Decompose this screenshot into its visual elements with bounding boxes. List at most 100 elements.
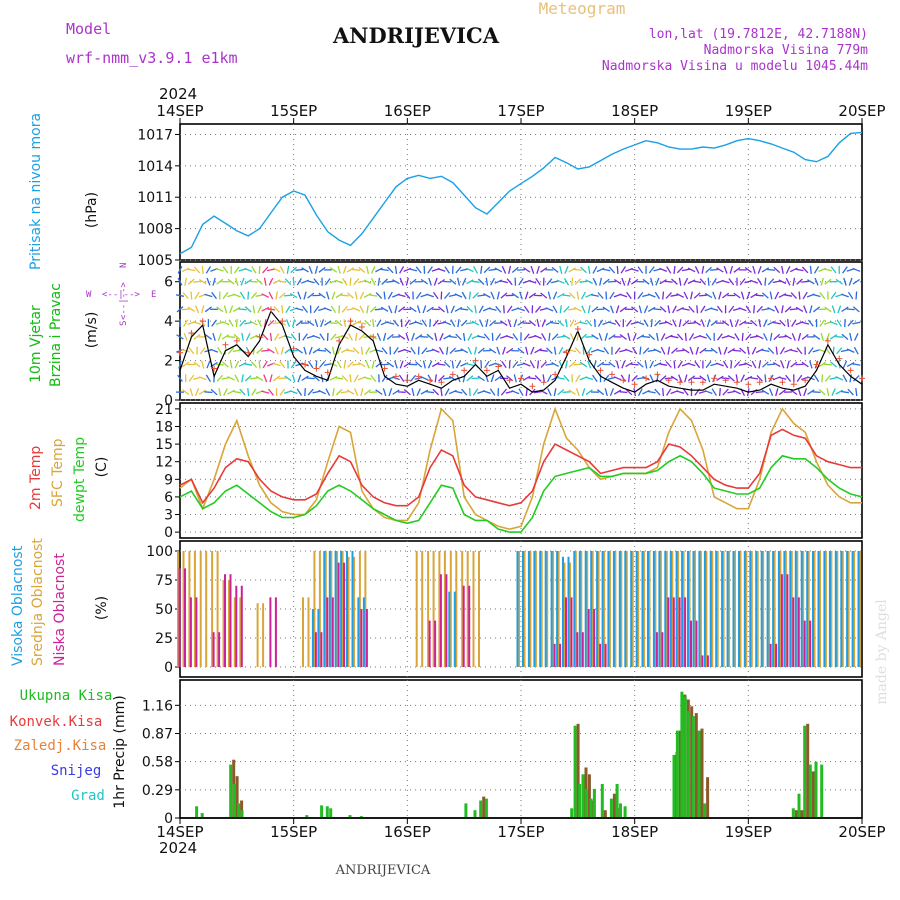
wind-vector bbox=[307, 360, 314, 369]
wind-vector bbox=[522, 362, 531, 367]
wind-vector bbox=[290, 333, 297, 341]
precip-total-bar bbox=[473, 810, 477, 818]
wind-vector bbox=[613, 278, 622, 285]
legend-graupel: Grad bbox=[71, 788, 105, 804]
wind-vector bbox=[275, 291, 278, 300]
wind-vector bbox=[522, 375, 531, 381]
pressure-tick-label: 1005 bbox=[137, 253, 173, 269]
wind-vector bbox=[687, 267, 696, 273]
wind-vector bbox=[297, 291, 302, 300]
wind-vector bbox=[227, 376, 235, 381]
wind-vector bbox=[511, 292, 519, 299]
wind-vector bbox=[467, 346, 473, 355]
wind-vector bbox=[375, 361, 383, 368]
wind-vector bbox=[291, 319, 296, 328]
wind-vector bbox=[460, 308, 469, 311]
temp-axis-title-dewpt: dewpt Temp bbox=[72, 437, 88, 522]
wind-vector bbox=[496, 291, 500, 300]
wind-vector bbox=[312, 375, 320, 382]
wind-vector bbox=[415, 334, 423, 340]
wind-direction-key: W E N S <--|--> <--|--> bbox=[86, 263, 156, 326]
wind-vector bbox=[307, 320, 315, 327]
wind-vector bbox=[323, 363, 332, 366]
wind-vector bbox=[223, 388, 228, 396]
wind-vector bbox=[332, 388, 335, 397]
wind-vector bbox=[852, 306, 860, 313]
wind-vector bbox=[228, 319, 234, 327]
wind-vector bbox=[319, 333, 325, 341]
wind-vector bbox=[840, 390, 849, 394]
wind-vector bbox=[746, 346, 750, 355]
wind-vector bbox=[778, 376, 787, 380]
wind-vector bbox=[244, 267, 253, 272]
wind-vector bbox=[625, 348, 633, 353]
wind-vector bbox=[548, 332, 551, 341]
wind-vector bbox=[764, 277, 767, 286]
wind-vector bbox=[637, 388, 643, 397]
wind-vector bbox=[705, 333, 712, 341]
wind-vector bbox=[437, 321, 446, 325]
wind-vector bbox=[190, 291, 193, 300]
wind-vector bbox=[621, 360, 626, 369]
wind-vector bbox=[249, 377, 258, 380]
wind-gust-marker bbox=[347, 318, 354, 325]
wind-vector bbox=[559, 265, 563, 274]
wind-vector bbox=[262, 333, 269, 341]
wind-vector bbox=[523, 333, 530, 341]
wind-vector bbox=[818, 361, 826, 368]
wind-vector bbox=[575, 388, 580, 397]
wind-vector bbox=[455, 333, 462, 341]
precip-total-bar bbox=[320, 805, 324, 818]
wind-vector bbox=[377, 277, 381, 286]
wind-vector bbox=[819, 319, 826, 327]
wind-vector bbox=[573, 363, 582, 366]
wind-vector bbox=[204, 391, 213, 394]
wind-vector bbox=[477, 375, 485, 382]
wind-vector bbox=[372, 319, 375, 328]
wind-vector bbox=[728, 278, 735, 286]
wind-vector bbox=[386, 333, 394, 340]
wind-vector bbox=[773, 266, 781, 274]
wind-vector bbox=[284, 278, 292, 286]
wind-vector bbox=[750, 319, 758, 327]
wind-vector bbox=[563, 374, 570, 382]
wind-vector bbox=[734, 333, 740, 341]
wind-vector bbox=[683, 277, 689, 286]
wind-vector bbox=[602, 278, 610, 285]
temp-unit: (C) bbox=[94, 457, 110, 478]
wind-vector bbox=[563, 277, 570, 286]
wind-vector bbox=[454, 306, 463, 312]
wind-vector bbox=[199, 347, 206, 355]
wind-vector bbox=[405, 332, 410, 341]
precip-total-bar bbox=[329, 808, 333, 818]
wind-vector bbox=[744, 266, 752, 273]
wind-vector bbox=[746, 291, 751, 300]
wind-vector bbox=[281, 305, 284, 314]
wind-vector bbox=[536, 360, 540, 369]
footer-credit: made by Angel bbox=[874, 599, 890, 705]
wind-vector bbox=[221, 376, 230, 380]
wind-vector bbox=[201, 265, 204, 274]
wind-vector bbox=[775, 388, 779, 397]
wind-vector bbox=[801, 321, 810, 325]
wind-vector bbox=[659, 363, 668, 366]
wind-vector bbox=[656, 332, 659, 342]
wind-vector bbox=[193, 361, 201, 368]
wind-vector bbox=[830, 361, 838, 368]
wind-vector bbox=[625, 319, 632, 327]
cloud-unit: (%) bbox=[94, 596, 110, 620]
wind-vector bbox=[335, 388, 343, 396]
wind-vector bbox=[767, 307, 775, 312]
wind-vector bbox=[796, 347, 803, 355]
wind-vector bbox=[590, 294, 599, 297]
wind-vector bbox=[831, 305, 836, 314]
wind-vector bbox=[258, 265, 261, 274]
precip-tick-label: 0.58 bbox=[142, 755, 173, 771]
wind-vector bbox=[778, 335, 787, 338]
wind-vector bbox=[744, 362, 753, 367]
wind-vector bbox=[222, 291, 229, 300]
wind-vector bbox=[479, 319, 484, 328]
wind-vector bbox=[632, 332, 637, 341]
wind-vector bbox=[568, 361, 576, 368]
wind-vector bbox=[744, 322, 753, 325]
